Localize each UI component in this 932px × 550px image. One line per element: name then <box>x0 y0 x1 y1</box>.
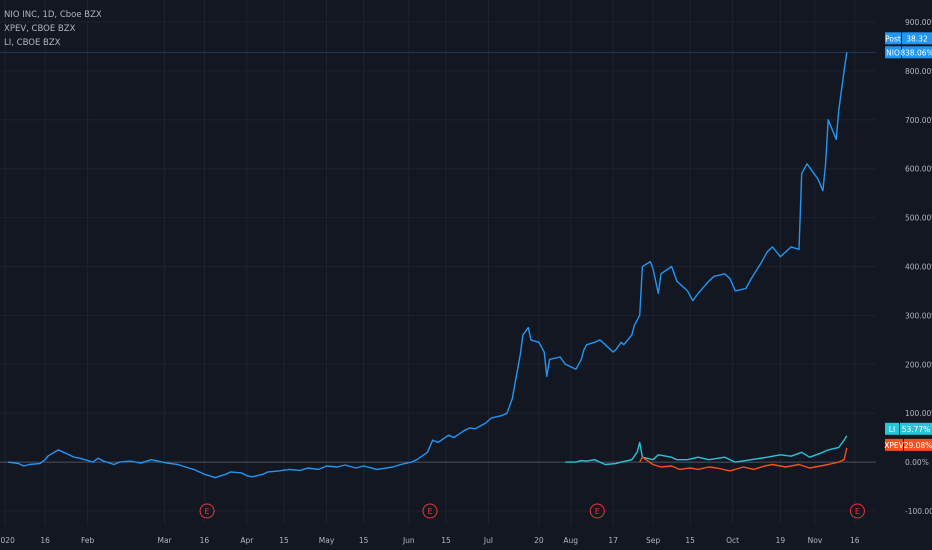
y-tick-label: 100.00% <box>905 409 932 418</box>
badge-key-text: XPEV <box>884 441 904 450</box>
x-tick-label: 15 <box>279 536 289 545</box>
x-tick-label: 19 <box>776 536 786 545</box>
earnings-marker[interactable] <box>589 503 605 519</box>
series-legend: NIO INC, 1D, Cboe BZX XPEV, CBOE BZX LI,… <box>4 8 102 50</box>
badge-value-bg <box>902 32 932 45</box>
badge-key-bg <box>885 422 899 435</box>
legend-li[interactable]: LI, CBOE BZX <box>4 38 61 48</box>
badge-key-text: LI <box>889 425 895 434</box>
x-tick-label: Oct <box>726 536 739 545</box>
x-tick-label: 17 <box>608 536 618 545</box>
x-tick-label: Apr <box>240 536 254 545</box>
y-tick-label: 500.00% <box>905 214 932 223</box>
badge-key-bg <box>885 46 901 59</box>
x-tick-label: Jul <box>483 536 493 545</box>
series-layer <box>7 52 848 479</box>
y-tick-label: 400.00% <box>905 263 932 272</box>
x-tick-label: 16 <box>850 536 860 545</box>
x-tick-label: Sep <box>646 536 660 545</box>
price-badges: Post 38.32 NIO 838.06% LI 53.77% XPEV 29.08% <box>884 32 932 451</box>
y-tick-label: 300.00% <box>905 311 932 320</box>
series-line-nio <box>7 52 848 479</box>
x-tick-label: Aug <box>563 536 578 545</box>
earnings-marker-label: E <box>595 507 600 516</box>
x-tick-label: 20 <box>534 536 544 545</box>
x-tick-label: Jun <box>402 536 415 545</box>
x-tick-label: Mar <box>158 536 173 545</box>
x-tick-label: 15 <box>685 536 695 545</box>
badge-value-text: 38.32 <box>906 34 928 43</box>
badge-value-bg <box>900 422 932 435</box>
badge-key-bg <box>885 438 903 451</box>
badge-value-text: 29.08% <box>904 441 932 450</box>
badge-value-bg <box>904 438 932 451</box>
x-tick-label: 15 <box>441 536 451 545</box>
x-tick-label: 15 <box>359 536 369 545</box>
earnings-marker-label: E <box>428 507 433 516</box>
y-tick-label: -100.00% <box>905 507 932 516</box>
x-tick-label: Nov <box>808 536 823 545</box>
earnings-marker-label: E <box>205 507 210 516</box>
series-line-xpev <box>639 447 848 472</box>
x-grid-lines <box>4 0 856 525</box>
badge-key-bg <box>885 32 901 45</box>
y-tick-label: 700.00% <box>905 116 932 125</box>
x-tick-label: 2020 <box>0 536 15 545</box>
x-tick-label: 16 <box>40 536 50 545</box>
series-line-li <box>565 435 848 466</box>
y-tick-label: 0.00% <box>905 458 929 467</box>
x-axis[interactable]: 2020 16 Feb Mar 16 Apr 15 May 15 Jun 15 Jul 20 Aug 17 S… <box>0 536 860 545</box>
x-tick-label: Feb <box>81 536 95 545</box>
x-tick-label: May <box>319 536 335 545</box>
y-tick-label: 900.00% <box>905 18 932 27</box>
badge-key-text: Post <box>885 34 901 43</box>
y-axis[interactable]: 900.00% 800.00% 700.00% 600.00% 500.00% 400.0… <box>905 18 932 516</box>
earnings-marker[interactable] <box>422 503 438 519</box>
legend-xpev[interactable]: XPEV, CBOE BZX <box>4 24 76 34</box>
earnings-marker[interactable] <box>199 503 215 519</box>
earnings-marker[interactable] <box>849 503 865 519</box>
badge-key-text: NIO <box>886 48 900 57</box>
badge-value-text: 838.06% <box>900 48 932 57</box>
x-tick-label: 16 <box>200 536 210 545</box>
legend-nio[interactable]: NIO INC, 1D, Cboe BZX <box>4 10 102 20</box>
earnings-marker-label: E <box>855 507 860 516</box>
y-tick-label: 600.00% <box>905 165 932 174</box>
badge-value-bg <box>902 46 932 59</box>
y-tick-label: 200.00% <box>905 360 932 369</box>
y-tick-label: 800.00% <box>905 67 932 76</box>
badge-value-text: 53.77% <box>902 425 931 434</box>
